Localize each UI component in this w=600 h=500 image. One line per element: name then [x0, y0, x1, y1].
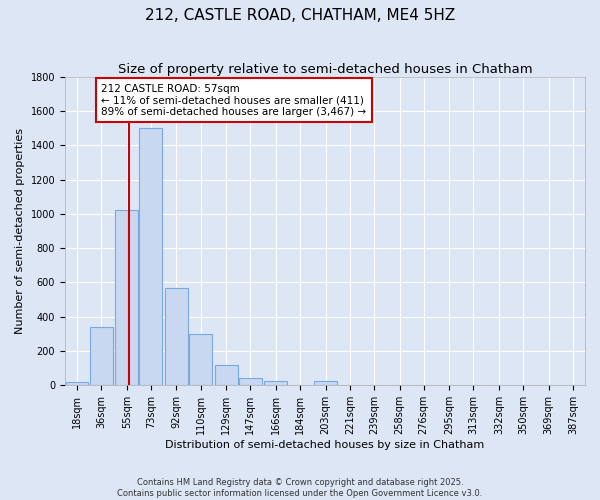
Y-axis label: Number of semi-detached properties: Number of semi-detached properties — [15, 128, 25, 334]
Text: 212 CASTLE ROAD: 57sqm
← 11% of semi-detached houses are smaller (411)
89% of se: 212 CASTLE ROAD: 57sqm ← 11% of semi-det… — [101, 84, 367, 116]
Bar — [90, 327, 113, 386]
Bar — [65, 382, 88, 386]
Text: 212, CASTLE ROAD, CHATHAM, ME4 5HZ: 212, CASTLE ROAD, CHATHAM, ME4 5HZ — [145, 8, 455, 22]
Title: Size of property relative to semi-detached houses in Chatham: Size of property relative to semi-detach… — [118, 62, 532, 76]
Bar — [115, 210, 138, 386]
Bar — [189, 334, 212, 386]
Text: Contains HM Land Registry data © Crown copyright and database right 2025.
Contai: Contains HM Land Registry data © Crown c… — [118, 478, 482, 498]
Bar — [165, 288, 188, 386]
X-axis label: Distribution of semi-detached houses by size in Chatham: Distribution of semi-detached houses by … — [166, 440, 485, 450]
Bar — [314, 381, 337, 386]
Bar — [215, 365, 238, 386]
Bar — [265, 381, 287, 386]
Bar — [239, 378, 262, 386]
Bar — [139, 128, 163, 386]
